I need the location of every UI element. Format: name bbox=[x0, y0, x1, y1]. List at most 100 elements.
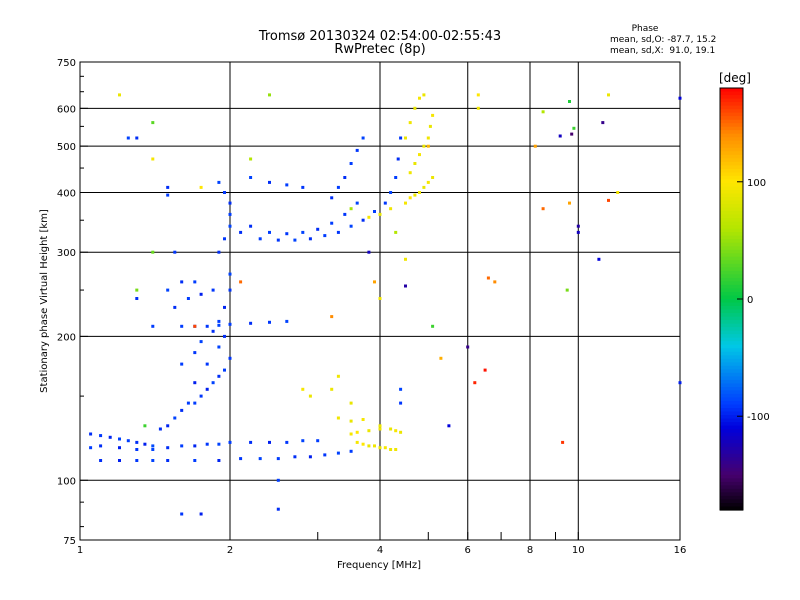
data-point bbox=[607, 198, 610, 202]
data-point bbox=[413, 162, 417, 165]
colorbar-segment bbox=[720, 457, 743, 462]
data-point bbox=[396, 157, 400, 161]
data-point bbox=[336, 185, 340, 189]
data-point bbox=[118, 437, 121, 441]
data-point bbox=[249, 157, 253, 161]
colorbar-segment bbox=[720, 351, 743, 356]
data-point bbox=[223, 191, 226, 194]
data-point bbox=[228, 272, 232, 276]
colorbar-segment bbox=[720, 197, 743, 202]
data-point bbox=[349, 432, 353, 436]
colorbar-segment bbox=[720, 267, 743, 272]
data-point bbox=[228, 322, 232, 326]
colorbar-segment bbox=[720, 309, 743, 314]
colorbar-segment bbox=[720, 211, 743, 216]
data-point bbox=[249, 176, 253, 179]
stats-line-o: mean, sd,O: -87.7, 15.2 bbox=[610, 35, 716, 45]
data-point bbox=[199, 340, 203, 344]
data-point bbox=[330, 196, 334, 200]
data-point bbox=[199, 292, 203, 296]
data-point bbox=[616, 191, 620, 194]
data-point bbox=[343, 176, 347, 179]
x-tick-label: 8 bbox=[527, 545, 533, 556]
data-point bbox=[89, 432, 93, 436]
colorbar-tick-label: -100 bbox=[747, 412, 770, 423]
data-point bbox=[316, 439, 320, 443]
data-point bbox=[118, 446, 121, 450]
data-point bbox=[180, 512, 184, 516]
colorbar-segment bbox=[720, 88, 743, 93]
colorbar: 100 0 -100 bbox=[719, 87, 770, 511]
data-point bbox=[572, 126, 576, 130]
colorbar-segment bbox=[720, 277, 743, 283]
data-point bbox=[607, 93, 610, 97]
data-point bbox=[180, 324, 184, 328]
data-point bbox=[439, 356, 443, 360]
data-point bbox=[108, 435, 112, 439]
data-point bbox=[173, 250, 177, 254]
data-point bbox=[389, 191, 393, 194]
data-point bbox=[336, 230, 340, 234]
data-point bbox=[249, 321, 253, 325]
data-point bbox=[404, 284, 407, 288]
colorbar-segment bbox=[720, 460, 743, 465]
y-tick-label: 300 bbox=[57, 248, 76, 259]
colorbar-segment bbox=[720, 249, 743, 254]
data-point bbox=[361, 136, 365, 140]
data-point bbox=[173, 305, 177, 309]
data-point bbox=[597, 257, 601, 261]
colorbar-segment bbox=[720, 291, 743, 297]
x-tick-label: 16 bbox=[674, 545, 687, 556]
data-point bbox=[301, 185, 305, 189]
data-point bbox=[217, 180, 221, 184]
data-point bbox=[373, 444, 376, 448]
colorbar-segment bbox=[720, 408, 743, 413]
colorbar-segment bbox=[720, 119, 743, 124]
colorbar-segment bbox=[720, 193, 743, 198]
data-point bbox=[355, 201, 359, 205]
colorbar-segment bbox=[720, 126, 743, 131]
data-point bbox=[330, 221, 334, 225]
data-point bbox=[135, 136, 139, 140]
colorbar-segment bbox=[720, 467, 743, 472]
data-point bbox=[268, 230, 271, 234]
data-point bbox=[447, 424, 451, 428]
data-point bbox=[301, 230, 305, 234]
data-point bbox=[258, 237, 262, 241]
colorbar-segment bbox=[720, 506, 743, 511]
colorbar-segment bbox=[720, 411, 743, 416]
colorbar-segment bbox=[720, 253, 743, 258]
colorbar-segment bbox=[720, 204, 743, 209]
colorbar-segment bbox=[720, 443, 743, 448]
colorbar-segment bbox=[720, 316, 743, 321]
data-point bbox=[205, 362, 209, 366]
data-point bbox=[99, 444, 103, 448]
data-point bbox=[228, 212, 232, 216]
data-point bbox=[399, 430, 403, 434]
data-point bbox=[249, 224, 253, 228]
colorbar-label: [deg] bbox=[719, 71, 751, 85]
data-point bbox=[193, 459, 197, 462]
data-point bbox=[355, 430, 359, 434]
data-point bbox=[355, 440, 359, 444]
colorbar-segment bbox=[720, 263, 743, 268]
colorbar-segment bbox=[720, 225, 743, 230]
data-point bbox=[349, 162, 353, 165]
data-point bbox=[426, 180, 430, 184]
data-point bbox=[399, 387, 403, 391]
colorbar-segment bbox=[720, 102, 743, 107]
colorbar-segment bbox=[720, 182, 743, 188]
colorbar-segment bbox=[720, 147, 743, 152]
y-axis-label: Stationary phase Virtual Height [km] bbox=[39, 209, 50, 393]
data-point bbox=[389, 448, 393, 451]
data-point bbox=[301, 387, 305, 391]
colorbar-segment bbox=[720, 372, 743, 377]
colorbar-segment bbox=[720, 91, 743, 96]
data-point bbox=[180, 408, 184, 412]
colorbar-segment bbox=[720, 379, 743, 384]
data-point bbox=[217, 459, 221, 462]
colorbar-segment bbox=[720, 105, 743, 110]
data-point bbox=[349, 401, 353, 405]
colorbar-segment bbox=[720, 362, 743, 367]
